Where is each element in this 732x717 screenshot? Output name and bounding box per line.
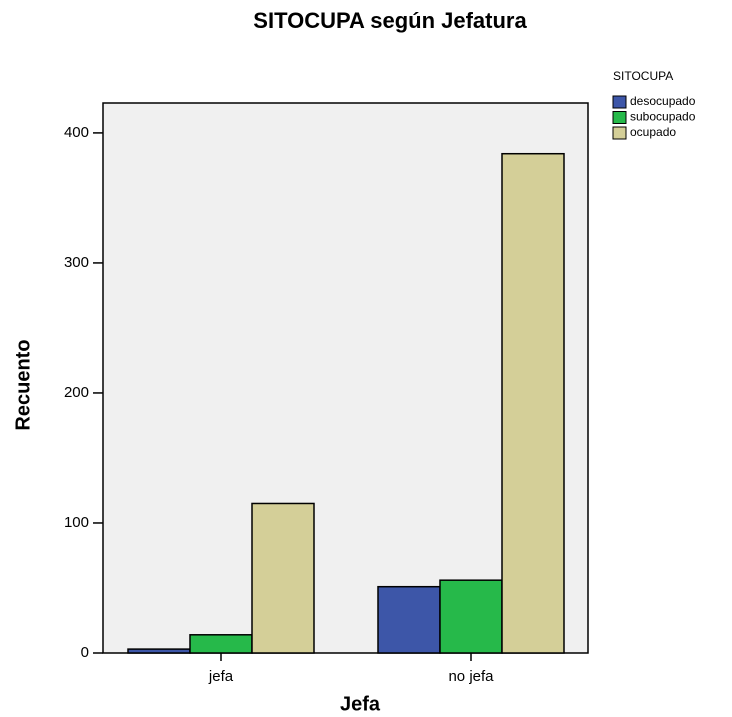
legend-swatch <box>612 126 627 140</box>
bar <box>189 634 253 654</box>
y-tick-label: 0 <box>81 644 89 661</box>
legend-title: SITOCUPA <box>613 69 673 83</box>
y-tick-label: 200 <box>64 384 89 401</box>
bar <box>377 585 441 654</box>
legend-label: subocupado <box>630 110 696 124</box>
legend-swatch <box>612 95 627 109</box>
bar <box>501 152 565 654</box>
y-tick-label: 300 <box>64 254 89 271</box>
chart-title: SITOCUPA según Jefatura <box>253 8 527 33</box>
bar <box>127 648 191 654</box>
legend-label: desocupado <box>630 94 696 108</box>
y-tick-label: 400 <box>64 124 89 141</box>
x-axis-label: Jefa <box>340 693 381 715</box>
y-tick-label: 100 <box>64 514 89 531</box>
bar <box>251 502 315 654</box>
x-tick-label: no jefa <box>448 668 494 685</box>
legend-swatch <box>612 111 627 124</box>
legend-label: ocupado <box>630 125 676 139</box>
y-axis-label: Recuento <box>12 339 34 430</box>
x-tick-label: jefa <box>208 668 234 685</box>
bar <box>439 579 503 654</box>
